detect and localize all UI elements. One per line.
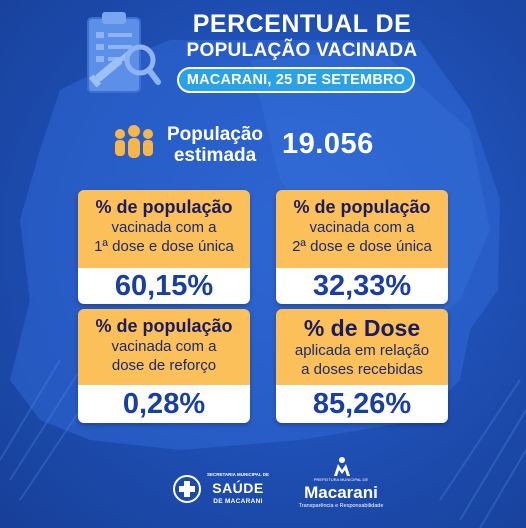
macarani-logo-sub: Transparência e Responsabilidade (298, 503, 384, 509)
card-doses-applied: % de Dose aplicada em relação a doses re… (276, 309, 448, 423)
population-label-line2: estimada (173, 145, 257, 166)
card-header: % de Dose aplicada em relação a doses re… (276, 309, 448, 385)
clipboard-syringe-icon (87, 12, 161, 93)
card-value: 32,33% (276, 268, 448, 304)
population-label: População estimada (160, 124, 270, 166)
card-line1: aplicada em relação (294, 342, 430, 359)
card-heading: % de Dose (303, 315, 421, 341)
macarani-logo: PREFEITURA MUNICIPAL DE Macarani Transpa… (298, 456, 384, 514)
card-heading: % de população (95, 197, 233, 217)
card-heading: % de população (95, 316, 233, 336)
card-header: % de população vacinada com a dose de re… (78, 309, 250, 385)
saude-logo: SECRETARIA MUNICIPAL DE SAÚDE DE MACARAN… (172, 464, 272, 512)
card-header: % de população vacinada com a 2ª dose e … (276, 190, 448, 268)
saude-logo-sub: DE MACARANI (213, 498, 263, 505)
card-header: % de população vacinada com a 1ª dose e … (78, 190, 250, 268)
card-value: 85,26% (276, 385, 448, 423)
card-line2: dose de reforço (111, 357, 217, 374)
date-badge: MACARANI, 25 DE SETEMBRO (177, 67, 415, 93)
card-line2: 2ª dose e dose única (292, 238, 432, 255)
card-booster-dose: % de população vacinada com a dose de re… (78, 309, 250, 423)
population-value: 19.056 (282, 128, 374, 160)
macarani-logo-big: Macarani (304, 483, 378, 502)
card-line1: vacinada com a (309, 219, 415, 236)
people-group-icon (115, 125, 153, 158)
card-value: 0,28% (78, 385, 250, 423)
card-line1: vacinada com a (111, 219, 217, 236)
card-heading: % de população (293, 197, 431, 217)
macarani-figure-icon (334, 457, 350, 476)
saude-logo-small: SECRETARIA MUNICIPAL DE (206, 472, 270, 477)
macarani-logo-small: PREFEITURA MUNICIPAL DE (313, 477, 369, 482)
title-line1: PERCENTUAL DE (192, 10, 412, 38)
card-value: 60,15% (78, 268, 250, 304)
card-line2: 1ª dose e dose única (94, 238, 234, 255)
card-line1: vacinada com a (111, 338, 217, 355)
card-first-dose: % de população vacinada com a 1ª dose e … (78, 190, 250, 304)
card-line2: a doses recebidas (301, 361, 423, 378)
saude-logo-big: SAÚDE (212, 480, 264, 496)
population-label-line1: População (166, 124, 264, 145)
title-line2: POPULAÇÃO VACINADA (186, 40, 418, 61)
card-second-dose: % de população vacinada com a 2ª dose e … (276, 190, 448, 304)
health-cross-emblem-icon (173, 475, 201, 503)
